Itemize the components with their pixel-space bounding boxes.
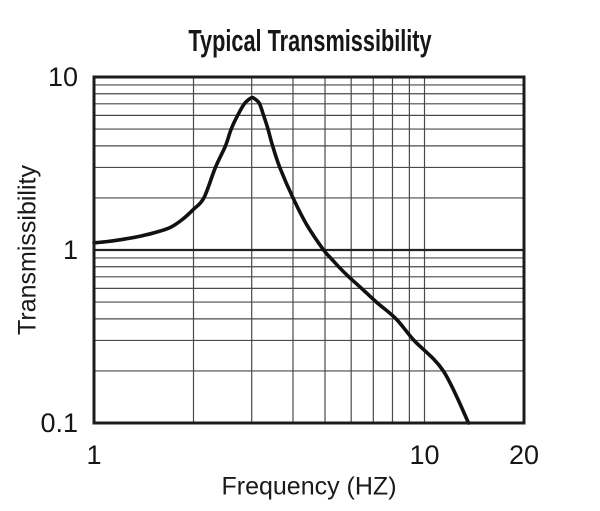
x-tick-label: 10 bbox=[409, 440, 440, 470]
transmissibility-curve bbox=[92, 95, 471, 425]
y-tick-label: 1 bbox=[62, 235, 78, 265]
x-tick-label: 1 bbox=[86, 440, 102, 470]
y-tick-label: 10 bbox=[47, 62, 78, 92]
x-tick-label: 20 bbox=[508, 440, 540, 470]
chart-title: Typical Transmissibility bbox=[188, 23, 432, 58]
plot-border bbox=[92, 75, 526, 425]
y-tick-label: 0.1 bbox=[40, 408, 78, 438]
x-axis-title: Frequency (HZ) bbox=[221, 472, 397, 501]
